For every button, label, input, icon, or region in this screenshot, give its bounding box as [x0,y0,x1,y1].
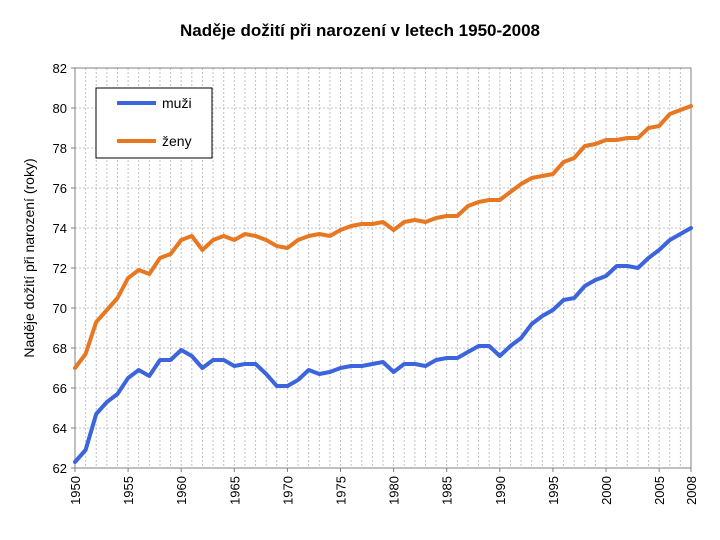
y-tick-label: 66 [53,381,67,396]
x-tick-label: 1955 [121,476,136,505]
x-tick-label: 1985 [440,476,455,505]
x-tick-label: 1995 [546,476,561,505]
y-tick-label: 82 [53,61,67,76]
y-tick-label: 76 [53,181,67,196]
legend-label-zeny: ženy [162,133,192,149]
series-line-muzi [73,226,693,464]
x-axis-ticks: 1950 1955 1960 1965 1970 1975 1980 1985 1990 1995… [68,468,699,505]
x-tick-label: 1975 [334,476,349,505]
series-group [73,104,693,464]
y-tick-label: 72 [53,261,67,276]
x-tick-label: 1965 [227,476,242,505]
x-tick-label: 1980 [387,476,402,505]
y-tick-label: 64 [53,421,67,436]
x-tick-label: 2000 [599,476,614,505]
series-line-zeny [73,104,693,370]
chart-title: Naděje dožití při narození v letech 1950… [180,21,540,40]
x-tick-label: 2008 [684,476,699,505]
y-axis-label: Naděje dožití při narození (roky) [21,158,37,357]
legend-label-muzi: muži [162,95,192,111]
x-tick-label: 1970 [280,476,295,505]
legend: muži ženy [95,87,213,159]
x-tick-label: 1960 [174,476,189,505]
y-tick-label: 68 [53,341,67,356]
y-tick-label: 62 [53,461,67,476]
y-tick-label: 74 [53,221,67,236]
legend-box [95,87,213,159]
x-tick-label: 2005 [652,476,667,505]
y-tick-label: 70 [53,301,67,316]
y-tick-label: 78 [53,141,67,156]
x-tick-label: 1950 [68,476,83,505]
y-tick-label: 80 [53,101,67,116]
x-tick-label: 1990 [493,476,508,505]
y-axis-ticks: 62 64 66 68 70 72 74 76 78 80 82 [53,61,75,476]
